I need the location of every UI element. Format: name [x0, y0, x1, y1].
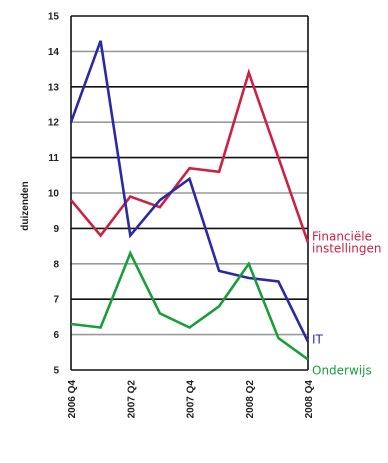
- y-axis-label: duizenden: [20, 181, 31, 230]
- x-tick-label: 2008 Q4: [304, 380, 315, 419]
- y-tick-label: 5: [53, 366, 59, 377]
- y-tick-label: 12: [48, 118, 60, 129]
- axes: [70, 16, 309, 370]
- y-tick-label: 10: [48, 189, 60, 200]
- x-tick-labels: 2006 Q4 2007 Q2 2007 Q4 2008 Q2 2008 Q4: [67, 380, 315, 419]
- gridlines: [71, 15, 308, 371]
- y-tick-label: 6: [53, 330, 59, 341]
- y-tick-labels: 5 6 7 8 9 10 11 12 13 14 15: [48, 12, 60, 377]
- y-tick-label: 7: [53, 295, 59, 306]
- series-labels: Financiële instellingen IT Onderwijs: [312, 230, 382, 378]
- y-tick-label: 14: [48, 47, 60, 58]
- series-line: [70, 250, 309, 361]
- y-tick-label: 13: [48, 82, 60, 93]
- series-label: IT: [312, 333, 324, 347]
- x-tick-label: 2008 Q2: [245, 380, 256, 419]
- series-label: Onderwijs: [312, 363, 372, 377]
- y-tick-label: 15: [48, 12, 60, 23]
- y-tick-label: 11: [48, 153, 59, 164]
- y-tick-label: 9: [53, 224, 59, 235]
- series-line: [70, 68, 310, 244]
- y-tick-label: 8: [53, 259, 59, 270]
- series-lines: [69, 40, 310, 361]
- x-tick-label: 2006 Q4: [67, 380, 78, 419]
- x-tick-label: 2007 Q2: [126, 380, 137, 419]
- series-label: Financiële instellingen: [312, 230, 382, 256]
- series-line: [69, 40, 310, 343]
- x-tick-label: 2007 Q4: [186, 380, 197, 419]
